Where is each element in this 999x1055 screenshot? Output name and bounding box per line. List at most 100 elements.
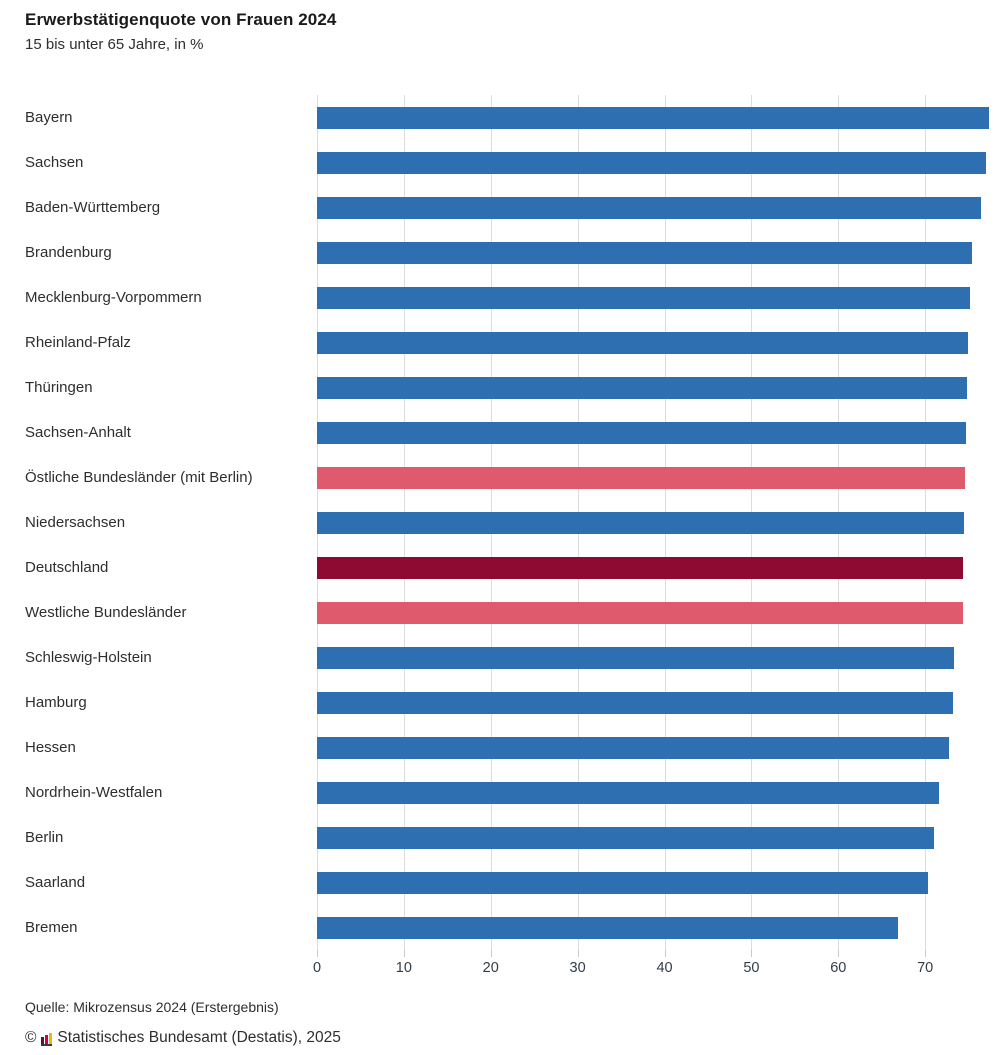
- chart-row: Deutschland: [25, 545, 999, 590]
- bar-track: [317, 196, 999, 219]
- chart-row: Sachsen-Anhalt: [25, 410, 999, 455]
- bar-state: [317, 286, 971, 309]
- chart-row: Berlin: [25, 815, 999, 860]
- axis-tick-label: 10: [395, 960, 412, 976]
- bar-state: [317, 781, 940, 804]
- x-axis: 0 10 20 30 40 50 60 70: [313, 950, 999, 984]
- category-label: Baden-Württemberg: [25, 199, 161, 216]
- category-label: Saarland: [25, 874, 86, 891]
- axis-tick-mark: [490, 950, 492, 957]
- category-label: Niedersachsen: [25, 514, 126, 531]
- category-label: Hamburg: [25, 694, 87, 711]
- category-label: Westliche Bundesländer: [25, 604, 187, 621]
- category-label: Sachsen-Anhalt: [25, 424, 131, 441]
- bar-track: [317, 736, 999, 759]
- category-label: Thüringen: [25, 379, 93, 396]
- axis-tick-mark: [751, 950, 753, 957]
- chart-title: Erwerbstätigenquote von Frauen 2024: [25, 10, 337, 29]
- chart-row: Mecklenburg-Vorpommern: [25, 275, 999, 320]
- chart-row: Saarland: [25, 860, 999, 905]
- chart-row: Bayern: [25, 95, 999, 140]
- category-label: Schleswig-Holstein: [25, 649, 152, 666]
- axis-tick-label: 40: [656, 960, 673, 976]
- category-label: Bremen: [25, 919, 78, 936]
- destatis-logo-icon: [41, 1031, 53, 1046]
- copyright-text: Statistisches Bundesamt (Destatis), 2025: [57, 1029, 341, 1046]
- chart-row: Nordrhein-Westfalen: [25, 770, 999, 815]
- bar-darkred: [317, 556, 964, 579]
- axis-tick-mark: [838, 950, 840, 957]
- chart-row: Rheinland-Pfalz: [25, 320, 999, 365]
- axis-tick-mark: [925, 950, 927, 957]
- axis-tick-mark: [664, 950, 666, 957]
- bar-state: [317, 511, 965, 534]
- bar-state: [317, 331, 968, 354]
- bar-track: [317, 781, 999, 804]
- copyright-symbol: ©: [25, 1029, 37, 1046]
- bar-state: [317, 871, 928, 894]
- category-label: Berlin: [25, 829, 64, 846]
- category-label: Rheinland-Pfalz: [25, 334, 131, 351]
- category-label: Mecklenburg-Vorpommern: [25, 289, 202, 306]
- bar-track: [317, 376, 999, 399]
- bar-track: [317, 916, 999, 939]
- bar-pink: [317, 466, 966, 489]
- chart-row: Brandenburg: [25, 230, 999, 275]
- bar-track: [317, 466, 999, 489]
- chart-row: Hessen: [25, 725, 999, 770]
- bar-state: [317, 376, 967, 399]
- bar-track: [317, 646, 999, 669]
- bar-track: [317, 286, 999, 309]
- copyright-note: © Statistisches Bundesamt (Destatis), 20…: [25, 1029, 341, 1047]
- chart-row: Thüringen: [25, 365, 999, 410]
- bar-pink: [317, 601, 963, 624]
- category-label: Hessen: [25, 739, 76, 756]
- bar-track: [317, 106, 999, 129]
- axis-tick-mark: [403, 950, 405, 957]
- axis-tick-label: 70: [917, 960, 934, 976]
- bar-track: [317, 556, 999, 579]
- axis-tick-mark: [577, 950, 579, 957]
- chart-rows: Bayern Sachsen Baden-Württemberg Brandenbur…: [25, 95, 999, 950]
- bar-state: [317, 421, 966, 444]
- bar-state: [317, 151, 986, 174]
- source-note: Quelle: Mikrozensus 2024 (Erstergebnis): [25, 999, 279, 1015]
- chart-row: Bremen: [25, 905, 999, 950]
- bar-state: [317, 691, 953, 714]
- bar-state: [317, 106, 990, 129]
- axis-tick-label: 20: [482, 960, 499, 976]
- chart-row: Östliche Bundesländer (mit Berlin): [25, 455, 999, 500]
- bar-state: [317, 646, 954, 669]
- bar-track: [317, 421, 999, 444]
- axis-tick-label: 30: [569, 960, 586, 976]
- chart-row: Westliche Bundesländer: [25, 590, 999, 635]
- axis-tick-mark: [317, 950, 318, 957]
- category-label: Nordrhein-Westfalen: [25, 784, 163, 801]
- category-label: Östliche Bundesländer (mit Berlin): [25, 469, 253, 486]
- bar-track: [317, 691, 999, 714]
- chart-row: Niedersachsen: [25, 500, 999, 545]
- bar-chart: Bayern Sachsen Baden-Württemberg Brandenbur…: [25, 95, 999, 950]
- bar-track: [317, 331, 999, 354]
- bar-state: [317, 826, 934, 849]
- bar-state: [317, 916, 899, 939]
- category-label: Bayern: [25, 109, 73, 126]
- category-label: Brandenburg: [25, 244, 112, 261]
- bar-track: [317, 871, 999, 894]
- bar-track: [317, 826, 999, 849]
- category-label: Deutschland: [25, 559, 109, 576]
- chart-row: Sachsen: [25, 140, 999, 185]
- bar-state: [317, 196, 981, 219]
- category-label: Sachsen: [25, 154, 84, 171]
- axis-tick-label: 50: [743, 960, 760, 976]
- chart-row: Schleswig-Holstein: [25, 635, 999, 680]
- bar-track: [317, 151, 999, 174]
- axis-tick-label: 0: [312, 960, 322, 976]
- bar-state: [317, 736, 950, 759]
- chart-row: Hamburg: [25, 680, 999, 725]
- bar-state: [317, 241, 973, 264]
- chart-row: Baden-Württemberg: [25, 185, 999, 230]
- chart-subtitle: 15 bis unter 65 Jahre, in %: [25, 36, 204, 53]
- bar-track: [317, 241, 999, 264]
